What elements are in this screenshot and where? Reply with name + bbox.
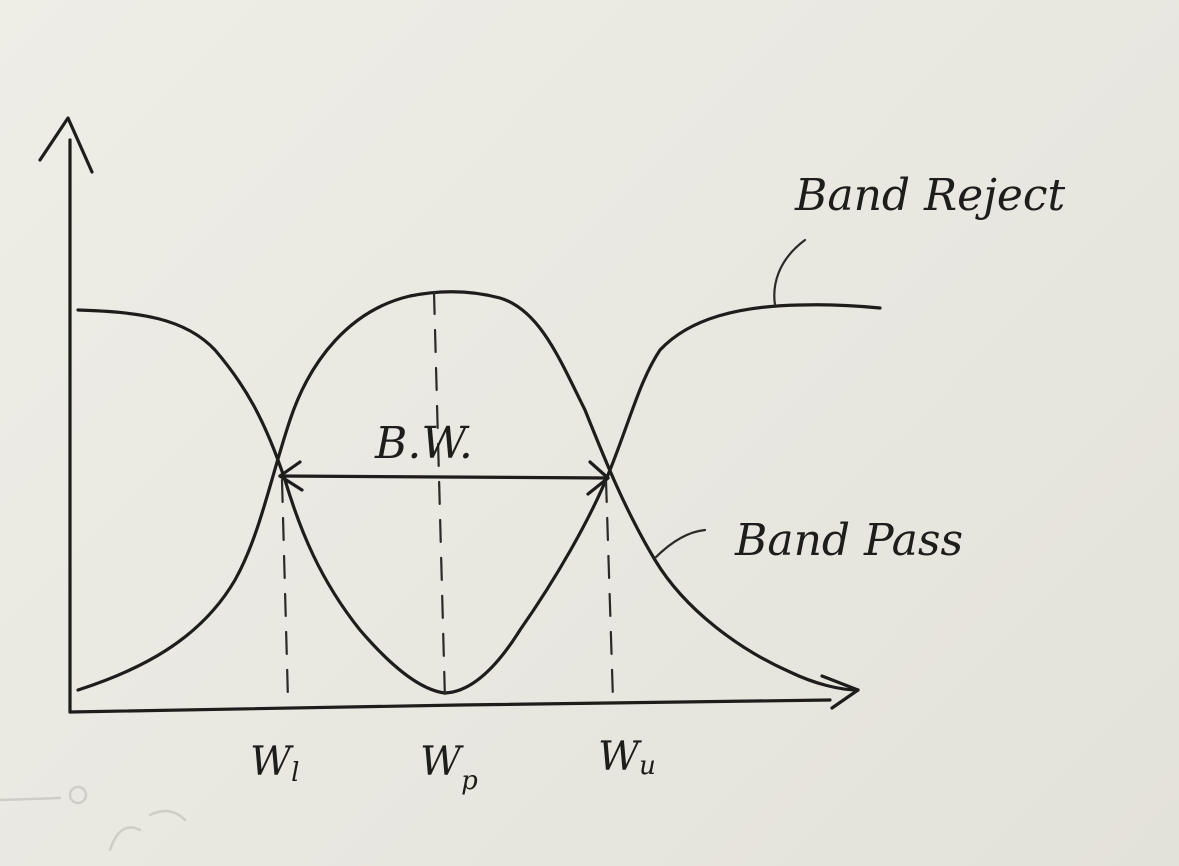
x-axis: [68, 698, 832, 714]
band-reject-leader: [773, 238, 807, 307]
w-peak-guide: [432, 290, 447, 702]
w-upper-subscript: u: [639, 751, 656, 781]
band-reject-curve: [76, 303, 882, 695]
bandwidth-arrow-line: [278, 474, 610, 480]
w-lower-subscript: l: [291, 758, 299, 788]
w-lower-main: W: [250, 739, 294, 785]
y-axis-arrow: [38, 116, 94, 174]
bandwidth-label: B.W.: [374, 418, 473, 469]
bandwidth-arrow-right-head: [586, 460, 610, 496]
band-pass-label: Band Pass: [734, 515, 963, 566]
w-lower-label: Wl: [250, 739, 299, 788]
bleed-through-mark: [0, 785, 187, 852]
w-upper-main: W: [598, 734, 642, 780]
w-upper-label: Wu: [598, 734, 656, 781]
bandwidth-arrow-left-head: [278, 460, 304, 492]
w-lower-guide: [280, 478, 290, 702]
band-pass-leader: [653, 528, 707, 560]
x-axis-arrow: [820, 674, 860, 710]
band-pass-curve: [76, 290, 860, 692]
w-peak-label: Wp: [420, 739, 478, 796]
w-upper-guide: [604, 478, 615, 702]
band-reject-label: Band Reject: [794, 170, 1066, 221]
w-peak-subscript: p: [461, 766, 478, 796]
w-peak-main: W: [420, 739, 464, 785]
